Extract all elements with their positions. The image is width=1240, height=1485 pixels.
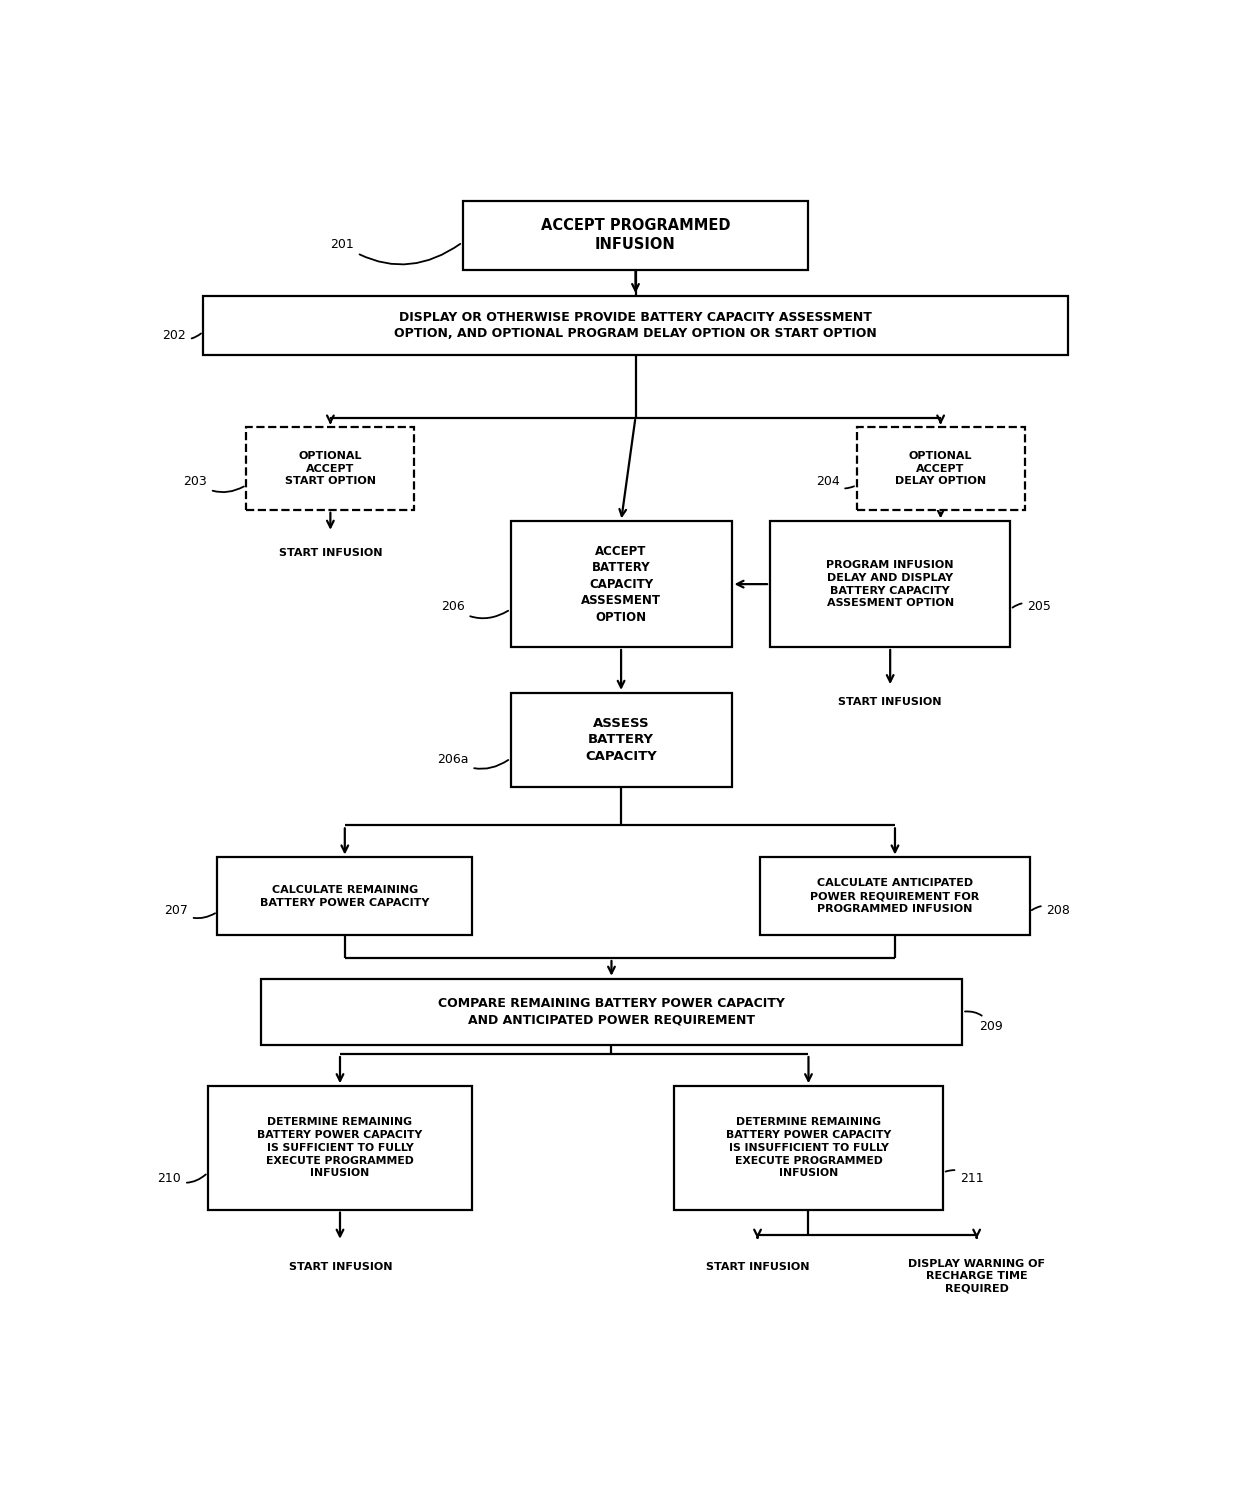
Text: DISPLAY WARNING OF
RECHARGE TIME
REQUIRED: DISPLAY WARNING OF RECHARGE TIME REQUIRE… <box>908 1258 1045 1293</box>
Text: CALCULATE REMAINING
BATTERY POWER CAPACITY: CALCULATE REMAINING BATTERY POWER CAPACI… <box>260 885 429 907</box>
FancyBboxPatch shape <box>208 1086 472 1210</box>
Text: 202: 202 <box>162 330 201 343</box>
Text: START INFUSION: START INFUSION <box>838 696 942 707</box>
FancyBboxPatch shape <box>260 979 962 1045</box>
Text: 204: 204 <box>816 475 854 489</box>
Text: START INFUSION: START INFUSION <box>289 1262 392 1271</box>
Text: 208: 208 <box>1032 903 1070 916</box>
FancyBboxPatch shape <box>247 428 414 509</box>
Text: PROGRAM INFUSION
DELAY AND DISPLAY
BATTERY CAPACITY
ASSESMENT OPTION: PROGRAM INFUSION DELAY AND DISPLAY BATTE… <box>826 560 954 609</box>
FancyBboxPatch shape <box>203 296 1068 355</box>
Text: 206a: 206a <box>438 753 508 769</box>
Text: OPTIONAL
ACCEPT
DELAY OPTION: OPTIONAL ACCEPT DELAY OPTION <box>895 451 986 487</box>
FancyBboxPatch shape <box>857 428 1024 509</box>
Text: 207: 207 <box>164 903 215 918</box>
Text: DISPLAY OR OTHERWISE PROVIDE BATTERY CAPACITY ASSESSMENT
OPTION, AND OPTIONAL PR: DISPLAY OR OTHERWISE PROVIDE BATTERY CAP… <box>394 310 877 340</box>
FancyBboxPatch shape <box>770 521 1011 647</box>
Text: DETERMINE REMAINING
BATTERY POWER CAPACITY
IS SUFFICIENT TO FULLY
EXECUTE PROGRA: DETERMINE REMAINING BATTERY POWER CAPACI… <box>258 1117 423 1179</box>
Text: 211: 211 <box>946 1170 983 1185</box>
Text: 205: 205 <box>1013 600 1052 613</box>
Text: COMPARE REMAINING BATTERY POWER CAPACITY
AND ANTICIPATED POWER REQUIREMENT: COMPARE REMAINING BATTERY POWER CAPACITY… <box>438 996 785 1026</box>
Text: ACCEPT
BATTERY
CAPACITY
ASSESMENT
OPTION: ACCEPT BATTERY CAPACITY ASSESMENT OPTION <box>582 545 661 624</box>
FancyBboxPatch shape <box>511 692 732 787</box>
Text: DETERMINE REMAINING
BATTERY POWER CAPACITY
IS INSUFFICIENT TO FULLY
EXECUTE PROG: DETERMINE REMAINING BATTERY POWER CAPACI… <box>725 1117 892 1179</box>
Text: OPTIONAL
ACCEPT
START OPTION: OPTIONAL ACCEPT START OPTION <box>285 451 376 487</box>
Text: CALCULATE ANTICIPATED
POWER REQUIREMENT FOR
PROGRAMMED INFUSION: CALCULATE ANTICIPATED POWER REQUIREMENT … <box>811 879 980 915</box>
FancyBboxPatch shape <box>675 1086 944 1210</box>
FancyBboxPatch shape <box>511 521 732 647</box>
Text: 203: 203 <box>184 475 244 492</box>
FancyBboxPatch shape <box>760 857 1029 936</box>
FancyBboxPatch shape <box>217 857 472 936</box>
Text: 210: 210 <box>157 1172 206 1185</box>
Text: START INFUSION: START INFUSION <box>279 548 383 558</box>
Text: 206: 206 <box>441 600 508 618</box>
Text: 201: 201 <box>331 238 460 264</box>
Text: ASSESS
BATTERY
CAPACITY: ASSESS BATTERY CAPACITY <box>585 717 657 763</box>
FancyBboxPatch shape <box>463 200 808 270</box>
Text: START INFUSION: START INFUSION <box>706 1262 810 1271</box>
Text: 209: 209 <box>965 1011 1003 1034</box>
Text: ACCEPT PROGRAMMED
INFUSION: ACCEPT PROGRAMMED INFUSION <box>541 218 730 252</box>
